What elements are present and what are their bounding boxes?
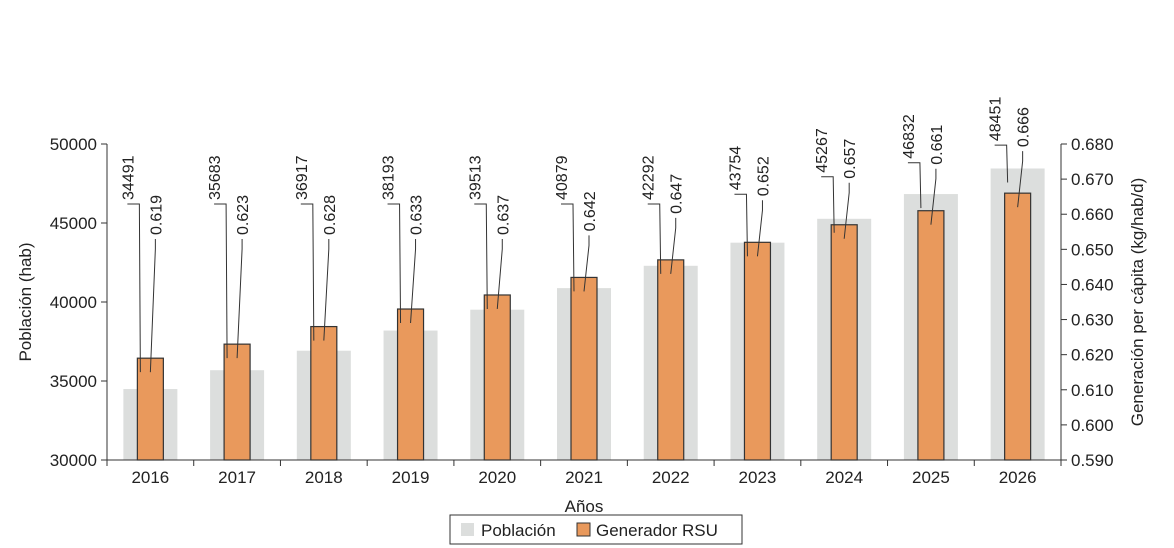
data-label-poblacion: 34491	[120, 155, 137, 200]
y2-tick-label: 0.590	[1071, 451, 1114, 470]
y2-tick-label: 0.630	[1071, 311, 1114, 330]
label-leaders	[127, 144, 1024, 373]
data-label-generador-rsu: 0.657	[842, 139, 859, 179]
data-label-generador-rsu: 0.642	[582, 191, 599, 231]
leader-line-generador-rsu	[149, 239, 156, 373]
x-tick-label: 2026	[999, 468, 1037, 487]
data-label-poblacion: 35683	[207, 155, 224, 200]
y2-tick-label: 0.640	[1071, 275, 1114, 294]
leader-line-poblacion	[214, 203, 228, 359]
data-label-poblacion: 45267	[814, 128, 831, 173]
leader-line-generador-rsu	[670, 217, 677, 274]
leader-line-poblacion	[387, 203, 402, 324]
x-tick-label: 2018	[305, 468, 343, 487]
leader-line-generador-rsu	[236, 239, 243, 359]
data-label-poblacion: 39513	[467, 155, 484, 200]
data-label-generador-rsu: 0.637	[495, 195, 512, 235]
x-tick-label: 2019	[392, 468, 430, 487]
legend-label-poblacion: Población	[481, 521, 556, 540]
data-label-generador-rsu: 0.647	[669, 174, 686, 214]
x-tick-label: 2024	[825, 468, 863, 487]
data-label-poblacion: 40879	[554, 155, 571, 200]
legend-swatch-poblacion	[461, 523, 474, 536]
y-tick-label: 30000	[50, 451, 97, 470]
leader-line-poblacion	[734, 193, 748, 257]
x-tick-label: 2025	[912, 468, 950, 487]
y2-tick-label: 0.650	[1071, 240, 1114, 259]
leader-line-poblacion	[474, 203, 488, 309]
leader-line-poblacion	[907, 162, 922, 209]
data-label-generador-rsu: 0.661	[929, 125, 946, 165]
x-axis-title: Años	[565, 497, 604, 516]
leader-line-generador-rsu	[583, 235, 590, 292]
leader-line-poblacion	[647, 203, 662, 274]
bar-generador-rsu	[136, 357, 164, 461]
tick-labels: 50000 45000 40000 35000 30000 0.680 0.670 0.660…	[50, 135, 1114, 487]
data-label-generador-rsu: 0.633	[409, 195, 426, 235]
x-tick-label: 2016	[131, 468, 169, 487]
x-tick-label: 2020	[478, 468, 516, 487]
y-tick-label: 40000	[50, 293, 97, 312]
y-axis-title: Población (hab)	[16, 242, 35, 361]
data-label-generador-rsu: 0.666	[1016, 107, 1033, 147]
leader-line-generador-rsu	[843, 182, 850, 239]
leader-line-generador-rsu	[756, 200, 763, 257]
y2-tick-label: 0.680	[1071, 135, 1114, 154]
leader-line-generador-rsu	[410, 239, 417, 324]
bar-generador-rsu	[396, 308, 425, 461]
x-tick-label: 2021	[565, 468, 603, 487]
bar-generador-rsu	[830, 224, 858, 461]
y2-axis-title: Generación per cápita (kg/hab/d)	[1128, 178, 1147, 427]
data-label-poblacion: 42292	[641, 155, 658, 200]
data-label-generador-rsu: 0.619	[148, 195, 165, 235]
bar-generador-rsu	[917, 210, 945, 461]
bar-generador-rsu	[483, 294, 511, 461]
y2-tick-label: 0.620	[1071, 346, 1114, 365]
bar-generador-rsu	[570, 276, 598, 461]
leader-line-generador-rsu	[1017, 151, 1024, 208]
data-label-poblacion: 38193	[381, 155, 398, 200]
y2-tick-label: 0.670	[1071, 170, 1114, 189]
data-label-poblacion: 43754	[727, 146, 744, 191]
y2-tick-label: 0.610	[1071, 381, 1114, 400]
leader-line-generador-rsu	[496, 239, 503, 310]
bar-generador-rsu	[657, 259, 685, 461]
bar-generador-rsu	[743, 241, 772, 461]
rsu-bars	[136, 192, 1032, 461]
data-label-poblacion: 48451	[988, 97, 1005, 142]
legend: Población Generador RSU	[449, 514, 743, 545]
legend-box	[449, 514, 743, 545]
legend-swatch-rsu	[576, 522, 591, 537]
leader-line-poblacion	[300, 203, 315, 341]
data-label-poblacion: 46832	[901, 114, 918, 159]
y2-tick-label: 0.660	[1071, 205, 1114, 224]
leader-line-generador-rsu	[930, 168, 937, 225]
leader-line-poblacion	[561, 203, 575, 292]
x-tick-label: 2017	[218, 468, 256, 487]
data-labels: 0.619 34491 0.623 35683 0.628 36917 0.633 38193…	[120, 97, 1032, 235]
leader-line-generador-rsu	[323, 239, 330, 341]
x-tick-label: 2023	[739, 468, 777, 487]
data-label-generador-rsu: 0.623	[235, 195, 252, 235]
leader-line-poblacion	[127, 203, 141, 373]
x-tick-label: 2022	[652, 468, 690, 487]
data-label-generador-rsu: 0.652	[755, 156, 772, 196]
y-tick-label: 35000	[50, 372, 97, 391]
leader-line-poblacion	[821, 176, 835, 233]
leader-line-poblacion	[994, 144, 1009, 183]
legend-label-rsu: Generador RSU	[596, 521, 718, 540]
data-label-generador-rsu: 0.628	[322, 195, 339, 235]
bar-generador-rsu	[223, 343, 251, 461]
data-label-poblacion: 36917	[294, 155, 311, 200]
bar-generador-rsu	[1004, 192, 1032, 461]
bar-generador-rsu	[310, 325, 338, 461]
axes	[101, 143, 1067, 466]
y-tick-label: 45000	[50, 214, 97, 233]
y2-tick-label: 0.600	[1071, 416, 1114, 435]
y-tick-label: 50000	[50, 135, 97, 154]
